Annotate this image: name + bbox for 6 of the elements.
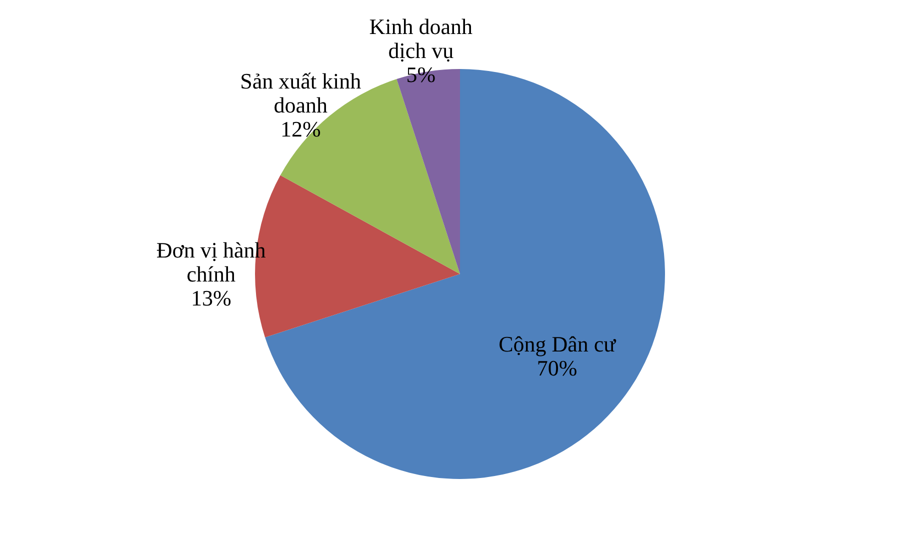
slice-label: Cộng Dân cư — [498, 332, 617, 357]
slice-label: Kinh doanh dịch vụ — [369, 14, 473, 64]
pie-slice — [396, 69, 460, 274]
data-label: 13% — [190, 285, 232, 310]
data-label: 70% — [536, 356, 578, 381]
slice-label: Sản xuất kinh doanh — [240, 68, 362, 118]
